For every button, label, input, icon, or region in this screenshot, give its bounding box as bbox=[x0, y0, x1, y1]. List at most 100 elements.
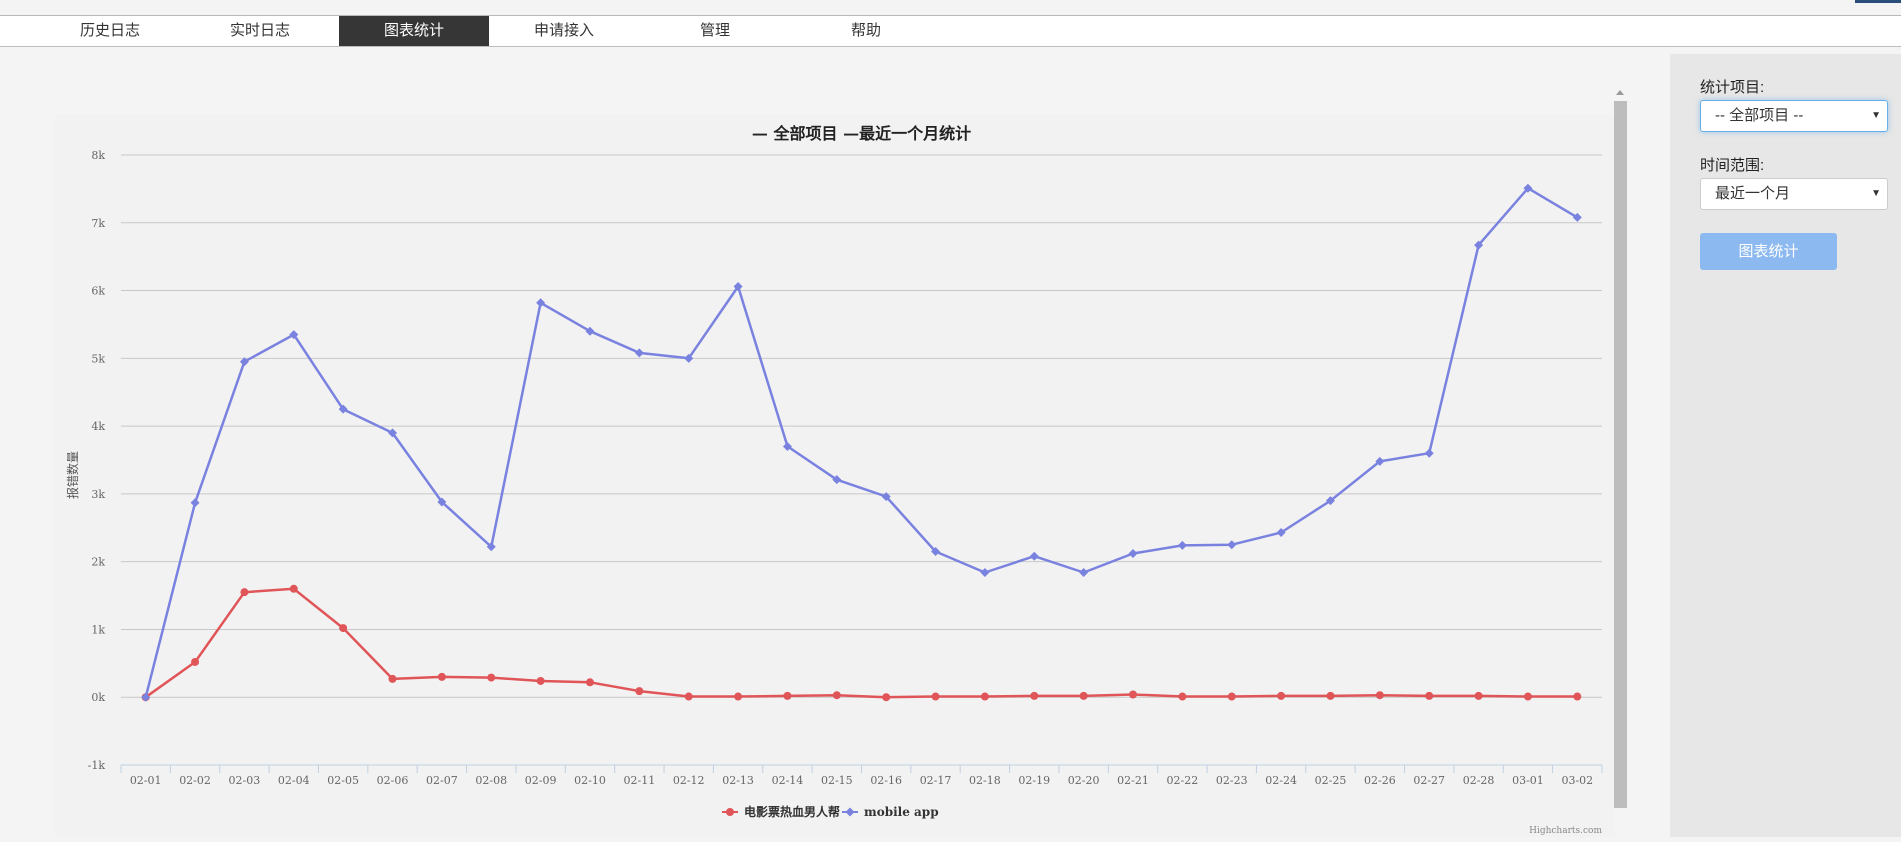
series-1-point bbox=[486, 542, 496, 552]
y-tick-label: -1k bbox=[88, 759, 106, 772]
project-select-value: -- 全部项目 -- bbox=[1715, 107, 1804, 124]
x-tick-label: 02-25 bbox=[1315, 774, 1347, 787]
series-1-point bbox=[437, 497, 447, 507]
series-1-point bbox=[338, 404, 348, 414]
series-0-point bbox=[832, 691, 841, 700]
series-1-point bbox=[881, 492, 891, 502]
series-0-point bbox=[1079, 691, 1088, 700]
chart-background bbox=[55, 114, 1615, 837]
tab-realtime-log[interactable]: 实时日志 bbox=[229, 22, 290, 39]
project-select[interactable]: -- 全部项目 -- ▼ bbox=[1700, 100, 1888, 132]
x-tick-label: 02-13 bbox=[722, 774, 754, 787]
series-0-point bbox=[191, 657, 200, 666]
x-tick-label: 02-07 bbox=[426, 774, 458, 787]
series-0-point bbox=[783, 691, 792, 700]
series-1-point bbox=[980, 568, 990, 578]
tab-manage[interactable]: 管理 bbox=[699, 22, 730, 39]
series-1-point bbox=[782, 441, 792, 451]
x-tick-label: 02-22 bbox=[1167, 774, 1199, 787]
series-0-point bbox=[1573, 692, 1582, 701]
y-tick-label: 1k bbox=[91, 623, 105, 636]
series-1-point bbox=[388, 428, 398, 438]
line-chart: — 全部项目 —最近一个月统计 -1k 0k 1k 2k 3k 4k 5k 6k 7k 8k 报错数量… bbox=[55, 114, 1615, 837]
y-tick-label: 0k bbox=[91, 691, 105, 704]
series-1-point bbox=[289, 330, 299, 340]
x-tick-label: 02-24 bbox=[1265, 774, 1297, 787]
series-1-point bbox=[733, 281, 743, 291]
x-tick-label: 03-02 bbox=[1561, 774, 1593, 787]
x-tick-label: 03-01 bbox=[1512, 774, 1544, 787]
series-0-point bbox=[1474, 691, 1483, 700]
series-0-point bbox=[931, 692, 940, 701]
series-1-point bbox=[239, 357, 249, 367]
tab-history-log[interactable]: 历史日志 bbox=[79, 22, 140, 39]
chart-scrollbar[interactable] bbox=[1614, 90, 1627, 818]
chart-credits: Highcharts.com bbox=[1529, 826, 1602, 836]
x-tick-label: 02-12 bbox=[673, 774, 705, 787]
x-tick-label: 02-15 bbox=[821, 774, 853, 787]
series-0-point bbox=[1425, 691, 1434, 700]
series-1-point bbox=[1276, 528, 1286, 538]
x-tick-label: 02-01 bbox=[130, 774, 162, 787]
x-tick-label: 02-04 bbox=[278, 774, 310, 787]
y-tick-label: 6k bbox=[91, 285, 105, 298]
x-tick-label: 02-02 bbox=[179, 774, 211, 787]
legend-marker-1 bbox=[845, 807, 855, 817]
x-tick-label: 02-11 bbox=[623, 774, 655, 787]
series-1-point bbox=[1079, 568, 1089, 578]
scrollbar-thumb[interactable] bbox=[1614, 101, 1627, 808]
series-line-0 bbox=[144, 587, 1578, 699]
time-range-select[interactable]: 最近一个月 ▼ bbox=[1700, 178, 1888, 210]
x-tick-label: 02-18 bbox=[969, 774, 1001, 787]
chart-stats-button[interactable]: 图表统计 bbox=[1700, 233, 1837, 270]
x-tick-label: 02-27 bbox=[1413, 774, 1445, 787]
series-0-point bbox=[980, 692, 989, 701]
x-tick-label: 02-17 bbox=[920, 774, 952, 787]
series-1-point bbox=[1375, 456, 1385, 466]
series-1-point bbox=[684, 353, 694, 363]
y-tick-label: 2k bbox=[91, 556, 105, 569]
series-0-point bbox=[684, 692, 693, 701]
tab-apply-access[interactable]: 申请接入 bbox=[533, 22, 594, 39]
x-tick-label: 02-16 bbox=[870, 774, 902, 787]
chevron-down-icon: ▼ bbox=[1871, 188, 1881, 199]
series-1-point bbox=[1424, 448, 1434, 458]
x-tick-label: 02-05 bbox=[327, 774, 359, 787]
time-range-label: 时间范围: bbox=[1700, 157, 1765, 174]
series-line-1 bbox=[144, 186, 1578, 698]
series-0-point bbox=[1277, 691, 1286, 700]
series-1-point bbox=[1227, 540, 1237, 550]
top-divider bbox=[0, 15, 1901, 16]
series-0-point bbox=[536, 676, 545, 685]
x-tick-label: 02-09 bbox=[525, 774, 557, 787]
x-tick-label: 02-21 bbox=[1117, 774, 1149, 787]
chart-panel: — 全部项目 —最近一个月统计 -1k 0k 1k 2k 3k 4k 5k 6k 7k 8k 报错数量… bbox=[55, 114, 1615, 837]
chevron-down-icon: ▼ bbox=[1871, 110, 1881, 121]
time-range-select-value: 最近一个月 bbox=[1715, 185, 1791, 202]
tab-chart-stats[interactable]: 图表统计 bbox=[339, 16, 489, 46]
chart-title: — 全部项目 —最近一个月统计 bbox=[752, 124, 971, 143]
y-axis-title: 报错数量 bbox=[65, 451, 80, 499]
series-0-point bbox=[1523, 692, 1532, 701]
x-tick-label: 02-10 bbox=[574, 774, 606, 787]
scroll-up-arrow-icon[interactable] bbox=[1616, 90, 1624, 95]
y-tick-label: 8k bbox=[91, 149, 105, 162]
series-1-point bbox=[190, 498, 200, 508]
y-tick-label: 7k bbox=[91, 217, 105, 230]
y-tick-label: 3k bbox=[91, 488, 105, 501]
series-1-point bbox=[1474, 240, 1484, 250]
x-tick-label: 02-08 bbox=[475, 774, 507, 787]
x-tick-label: 02-03 bbox=[229, 774, 261, 787]
tab-help[interactable]: 帮助 bbox=[850, 22, 881, 39]
series-1-point bbox=[832, 475, 842, 485]
series-1-point bbox=[1523, 183, 1533, 193]
series-0-point bbox=[585, 678, 594, 687]
series-1-point bbox=[1325, 496, 1335, 506]
x-tick-label: 02-20 bbox=[1068, 774, 1100, 787]
series-1-point bbox=[1177, 540, 1187, 550]
series-1-point bbox=[1128, 549, 1138, 559]
x-tick-label: 02-19 bbox=[1018, 774, 1050, 787]
y-tick-label: 5k bbox=[91, 352, 105, 365]
series-0-point bbox=[1129, 690, 1138, 699]
window-corner-mark bbox=[1855, 0, 1901, 3]
